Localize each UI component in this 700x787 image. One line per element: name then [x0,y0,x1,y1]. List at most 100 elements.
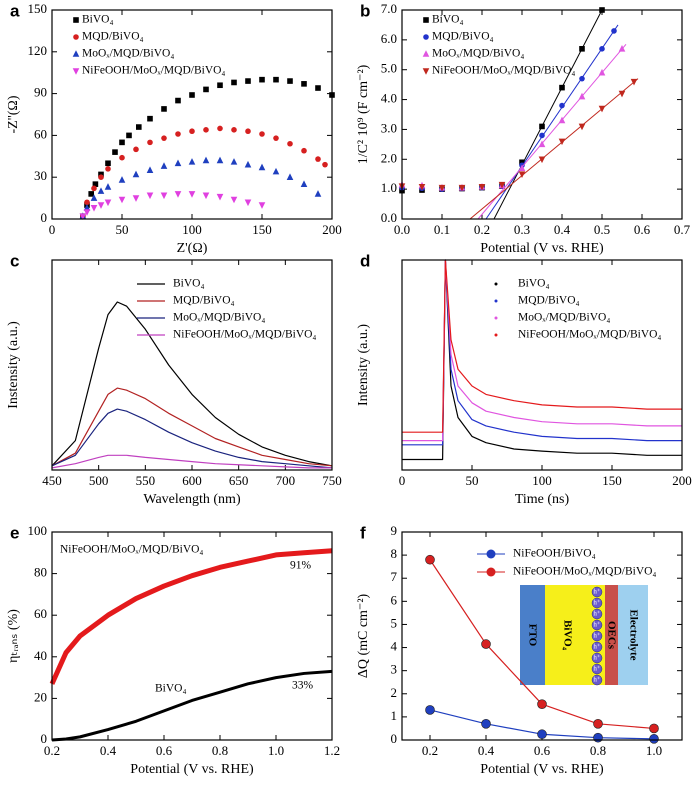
marker [494,333,498,337]
inset-layer [618,585,648,685]
x-tick-label: 0.1 [434,222,450,237]
inset-layer [605,585,618,685]
marker [287,140,293,147]
fit-line [469,78,639,220]
y-tick-label: 100 [28,523,48,538]
y-tick-label: 2.0 [381,150,397,165]
marker [118,196,126,204]
marker [98,174,104,180]
y-axis-title: -Z''(Ω) [6,95,21,133]
marker [119,139,125,146]
x-tick-label: 500 [89,473,109,488]
hole [591,619,603,631]
marker [315,156,321,162]
marker [216,193,224,201]
y-tick-label: 40 [34,648,47,663]
plot-frame [401,259,683,471]
marker [518,171,526,179]
x-tick-label: 200 [322,222,342,237]
marker [579,75,585,82]
hole-label: h⁺ [593,610,601,618]
marker [425,705,435,715]
marker [188,158,196,165]
marker [90,205,98,212]
marker [112,149,118,155]
marker [538,140,546,148]
legend-label: MQD/BiVO₄ [432,31,494,43]
marker [422,50,430,57]
y-tick-label: 90 [34,85,47,100]
marker [301,147,307,154]
plot-frame [51,259,333,471]
plot-frame [401,531,683,741]
marker [146,192,154,200]
legend-label: NiFeOOH/MoOₓ/MQD/BiVO₄ [173,329,316,341]
marker [558,138,566,146]
y-tick-label: 4 [391,639,398,654]
marker [90,194,98,201]
x-tick-label: 100 [532,473,552,488]
marker [230,158,238,165]
x-tick-label: 0 [399,473,406,488]
panel-label: a [10,1,20,20]
marker [104,183,112,190]
marker [230,196,238,204]
hole-label: h⁺ [593,643,601,651]
y-tick-label: 7 [391,569,398,584]
marker [423,34,429,40]
x-axis-title: Potential (V vs. RHE) [480,762,604,777]
legend-label: MQD/BiVO₄ [82,31,144,43]
marker [558,116,566,124]
marker [189,128,195,135]
x-axis-title: Potential (V vs. RHE) [480,241,604,256]
marker [231,127,237,133]
marker [272,167,280,175]
hole-label: h⁺ [593,588,601,596]
marker [73,17,79,23]
hole-label: h⁺ [593,676,601,684]
marker [578,123,586,131]
marker [578,92,586,100]
marker [244,199,252,207]
x-tick-label: 50 [466,473,479,488]
marker [519,159,525,166]
marker [92,181,99,187]
marker [611,28,617,34]
y-tick-label: 60 [34,606,47,621]
inset-diagram: h⁺ h⁺ h⁺ h⁺ h⁺ h⁺ h⁺ h⁺ h⁺ FTO BiVO₄ OECs Electrolyt… [520,585,648,686]
marker [494,282,498,286]
panel-label: f [360,523,366,542]
y-tick-label: 5.0 [381,61,397,76]
x-tick-label: 600 [182,473,202,488]
series-line [402,259,682,433]
marker [202,192,210,200]
marker [481,639,491,649]
y-tick-label: 4.0 [381,91,397,106]
hole [591,641,603,653]
marker [72,68,80,75]
fit-line [493,9,603,220]
marker [147,139,153,146]
marker [438,184,446,192]
marker [618,45,626,52]
marker [217,82,223,89]
hole-label: h⁺ [593,632,601,640]
marker [486,567,496,577]
marker [88,191,94,197]
y-tick-label: 150 [28,1,48,16]
marker [494,316,498,320]
x-tick-label: 550 [136,473,156,488]
x-tick-label: 700 [276,473,296,488]
y-axis-title: Intensity (a.u.) [356,324,371,406]
x-axis-title: Wavelength (nm) [143,492,241,507]
y-tick-label: 0 [41,731,48,746]
hole [591,597,603,609]
marker [478,183,486,191]
marker [423,17,429,23]
inset-label: FTO [526,624,538,647]
x-tick-label: 0.0 [394,222,410,237]
marker [132,195,140,202]
y-tick-label: 20 [34,689,47,704]
marker [118,176,126,183]
series-line [402,259,682,442]
